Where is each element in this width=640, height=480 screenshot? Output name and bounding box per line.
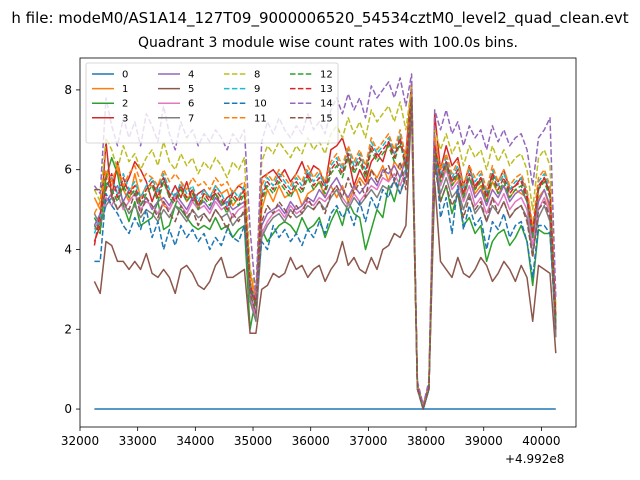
series-line-10 <box>94 93 557 410</box>
y-tick-label: 4 <box>64 242 72 256</box>
x-tick-label: 37000 <box>349 434 387 448</box>
x-tick-label: 34000 <box>176 434 214 448</box>
series-line-13 <box>93 97 557 410</box>
y-tick-label: 8 <box>64 83 72 97</box>
legend-label-5: 5 <box>188 84 194 95</box>
x-tick-label: 39000 <box>465 434 503 448</box>
y-tick-label: 0 <box>64 402 72 416</box>
series-line-8 <box>93 85 557 406</box>
x-axis: 32000 33000 34000 35000 36000 37000 38000 39000… <box>61 427 560 448</box>
legend-label-8: 8 <box>254 70 260 81</box>
x-tick-label: 36000 <box>292 434 330 448</box>
chart-title: Quadrant 3 module wise count rates with … <box>138 35 518 51</box>
legend-label-11: 11 <box>254 113 267 124</box>
y-tick-label: 2 <box>64 322 72 336</box>
axes-frame <box>79 57 577 428</box>
legend-label-2: 2 <box>122 99 128 110</box>
series-line-9 <box>93 93 557 406</box>
legend-label-0: 0 <box>122 70 128 81</box>
series-line-12 <box>93 97 557 410</box>
legend-label-7: 7 <box>188 113 194 124</box>
y-tick-label: 6 <box>64 163 72 177</box>
series-line-11 <box>93 93 557 406</box>
legend-label-15: 15 <box>320 113 333 124</box>
series-line-7 <box>93 109 557 410</box>
series-line-6 <box>93 105 557 410</box>
legend-label-10: 10 <box>254 99 267 110</box>
legend-label-12: 12 <box>320 70 333 81</box>
x-tick-label: 33000 <box>119 434 157 448</box>
y-axis: 0 2 4 6 8 <box>64 83 80 416</box>
x-tick-label: 32000 <box>61 434 99 448</box>
legend-label-4: 4 <box>188 70 194 81</box>
legend-label-13: 13 <box>320 84 333 95</box>
series-line-15 <box>94 97 557 410</box>
series-line-4 <box>93 97 557 410</box>
x-tick-label: 38000 <box>407 434 445 448</box>
legend-box <box>85 62 339 144</box>
legend-label-3: 3 <box>122 113 128 124</box>
x-axis-offset-label: +4.992e8 <box>505 452 565 466</box>
legend-label-1: 1 <box>122 84 128 95</box>
legend-label-9: 9 <box>254 84 260 95</box>
series-line-2 <box>93 101 557 410</box>
figure-suptitle: h file: modeM0/AS1A14_127T09_9000006520_… <box>11 9 629 27</box>
legend-label-6: 6 <box>188 99 194 110</box>
series-line-5 <box>93 105 557 410</box>
legend-label-14: 14 <box>320 99 333 110</box>
x-tick-label: 40000 <box>522 434 560 448</box>
x-tick-label: 35000 <box>234 434 272 448</box>
